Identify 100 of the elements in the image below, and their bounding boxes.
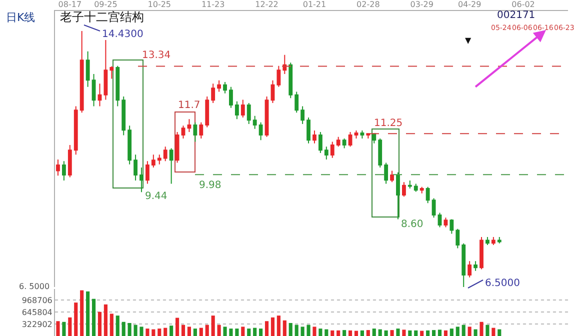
- x-tick-label: 12-22: [255, 0, 278, 9]
- annotation: ▼: [465, 36, 472, 45]
- candlestick: [456, 228, 460, 249]
- text: 日K线: [6, 11, 36, 24]
- ref-line-label: 13.34: [142, 50, 171, 61]
- bar: [360, 330, 364, 336]
- x-tick-label: 10-25: [148, 0, 172, 9]
- candlestick: [288, 62, 293, 99]
- bar: [176, 318, 180, 336]
- bar: [193, 328, 197, 336]
- bar: [432, 330, 436, 336]
- y-tick-label: 322902: [22, 320, 52, 329]
- candlestick: [98, 83, 102, 107]
- candlestick: [211, 83, 216, 104]
- candlestick: [294, 91, 299, 114]
- bar: [300, 326, 304, 336]
- candlestick: [193, 122, 198, 142]
- candlestick: [486, 236, 490, 246]
- bar: [110, 314, 114, 336]
- candlestick: [169, 148, 174, 184]
- bar: [282, 320, 286, 336]
- bar: [104, 304, 108, 336]
- bar: [247, 328, 251, 336]
- x-tick-label: 02-28: [356, 0, 380, 9]
- bar: [170, 326, 174, 336]
- bar: [426, 330, 430, 336]
- x-tick-label: 04-29: [458, 0, 482, 9]
- candlestick: [462, 242, 466, 287]
- bar: [158, 328, 162, 336]
- candlestick: [402, 182, 406, 198]
- x-tick-label: 09-25: [94, 0, 118, 9]
- bar: [164, 328, 168, 336]
- bar: [253, 328, 257, 336]
- annotation: 9.44: [145, 191, 168, 202]
- candlestick: [229, 86, 233, 108]
- bar: [92, 298, 96, 336]
- candlestick: [80, 30, 84, 114]
- candlestick: [151, 154, 156, 168]
- annotation: 002171: [497, 10, 536, 21]
- candlestick: [306, 117, 310, 144]
- candlestick: [282, 54, 287, 74]
- bar: [468, 326, 472, 336]
- bar: [306, 324, 310, 336]
- bar: [205, 324, 209, 336]
- candlestick: [199, 122, 204, 140]
- candlestick: [175, 132, 180, 164]
- candlestick: [240, 99, 245, 118]
- bar: [217, 324, 221, 336]
- candlestick: [330, 141, 334, 158]
- candlestick: [163, 146, 168, 162]
- bar: [223, 326, 227, 336]
- bar: [152, 329, 156, 336]
- candlestick: [217, 80, 221, 92]
- candlestick: [276, 65, 281, 88]
- bar: [378, 329, 382, 336]
- candlestick: [354, 130, 358, 140]
- bar: [235, 328, 239, 336]
- bar: [390, 330, 394, 336]
- bar: [68, 317, 72, 336]
- candlestick: [414, 183, 418, 192]
- bar: [438, 330, 442, 336]
- bar: [342, 330, 346, 336]
- candlestick: [497, 236, 502, 244]
- candlestick: [223, 82, 227, 94]
- bar: [384, 330, 388, 336]
- candlestick: [181, 125, 186, 140]
- candlestick: [372, 133, 376, 144]
- annotation: 6.5000: [485, 278, 520, 289]
- candlestick: [56, 158, 60, 176]
- bar: [116, 316, 120, 336]
- candlestick: [62, 160, 66, 181]
- x-tick-label: 08-17: [58, 0, 82, 9]
- bar: [241, 326, 245, 336]
- bar: [348, 330, 352, 336]
- bar: [498, 329, 502, 336]
- y-tick-label: 968706: [22, 296, 52, 305]
- candlestick: [252, 115, 257, 130]
- candlestick: [390, 170, 394, 183]
- candlestick: [450, 218, 454, 234]
- candlestick: [68, 144, 72, 178]
- bar: [264, 321, 269, 336]
- bar: [324, 329, 328, 336]
- annotation: 14.4300: [102, 29, 144, 40]
- bar: [354, 330, 358, 336]
- bar: [444, 330, 448, 336]
- candlestick: [408, 180, 412, 190]
- candlestick: [324, 146, 328, 160]
- candlestick: [258, 122, 263, 141]
- bar: [330, 330, 334, 336]
- candlestick: [384, 162, 388, 184]
- candlestick: [128, 125, 132, 165]
- bar: [486, 324, 490, 336]
- candlestick: [468, 260, 472, 278]
- candlestick: [74, 106, 78, 156]
- bar: [276, 316, 280, 336]
- bar: [414, 330, 418, 336]
- bar: [402, 330, 406, 336]
- candlestick: [246, 102, 251, 124]
- bar: [420, 330, 424, 336]
- candlestick: [187, 118, 192, 133]
